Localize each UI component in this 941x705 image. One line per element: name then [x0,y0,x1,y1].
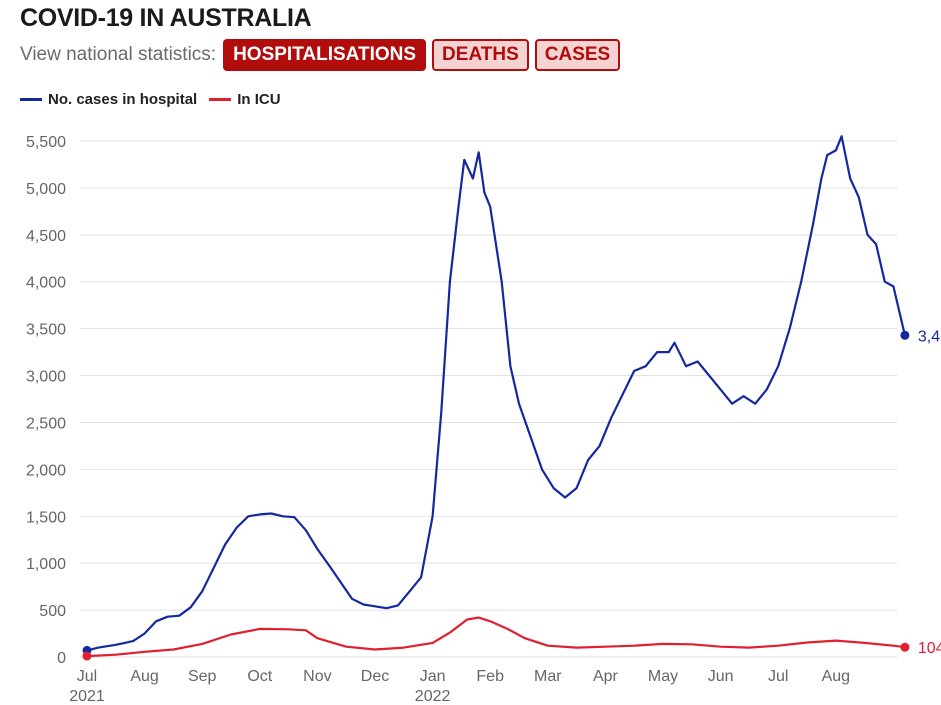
legend-item-hospital: No. cases in hospital [20,91,197,108]
hospitalisations-button[interactable]: HOSPITALISATIONS [223,39,427,71]
y-tick-label: 500 [39,603,66,620]
y-tick-label: 4,500 [26,228,66,245]
legend-item-icu: In ICU [209,91,281,108]
y-tick-label: 5,000 [26,181,66,198]
x-tick-label: Mar [534,668,562,685]
x-tick-label: Sep [188,668,217,685]
icu-series-line [86,616,906,658]
legend-swatch-icu [209,98,232,101]
hospital-end-label: 3,429 [918,328,941,345]
y-tick-label: 2,000 [26,462,66,479]
x-tick-label: Jan [420,668,446,685]
x-tick-label: Apr [593,668,619,685]
cases-button[interactable]: CASES [534,39,621,71]
deaths-button[interactable]: DEATHS [432,39,529,71]
legend: No. cases in hospital In ICU [20,91,293,108]
x-tick-label: May [648,668,678,685]
chart-title: COVID-19 IN AUSTRALIA [20,4,312,32]
stat-selector: View national statistics: HOSPITALISATIO… [20,39,626,71]
icu-end-point [900,642,910,652]
icu-end-label: 104 [918,640,941,657]
legend-label-hospital: No. cases in hospital [48,91,198,108]
y-tick-label: 3,000 [26,369,66,386]
x-tick-label: Jul [768,668,788,685]
x-tick-label: Oct [247,668,272,685]
legend-swatch-hospital [20,98,42,101]
hospital-end-point [900,330,910,340]
y-tick-label: 5,500 [26,134,66,151]
x-tick-label: Dec [361,668,389,685]
y-tick-label: 3,500 [26,322,66,339]
y-tick-label: 1,500 [26,509,66,526]
x-tick-label: Feb [476,668,504,685]
x-tick-label: Aug [822,668,850,685]
y-tick-label: 4,000 [26,275,66,292]
legend-label-icu: In ICU [237,91,281,108]
x-tick-label: Jun [708,668,734,685]
y-tick-label: 1,000 [26,556,66,573]
x-tick-label: Aug [130,668,158,685]
nav-label: View national statistics: [20,44,217,65]
x-tick-label: Nov [303,668,331,685]
y-tick-label: 2,500 [26,415,66,432]
x-tick-year-label: 2021 [69,688,105,705]
hospital-series-line [86,135,906,652]
icu-start-point [82,651,92,661]
y-tick-label: 0 [57,650,66,667]
x-tick-label: Jul [77,668,97,685]
x-tick-year-label: 2022 [415,688,451,705]
